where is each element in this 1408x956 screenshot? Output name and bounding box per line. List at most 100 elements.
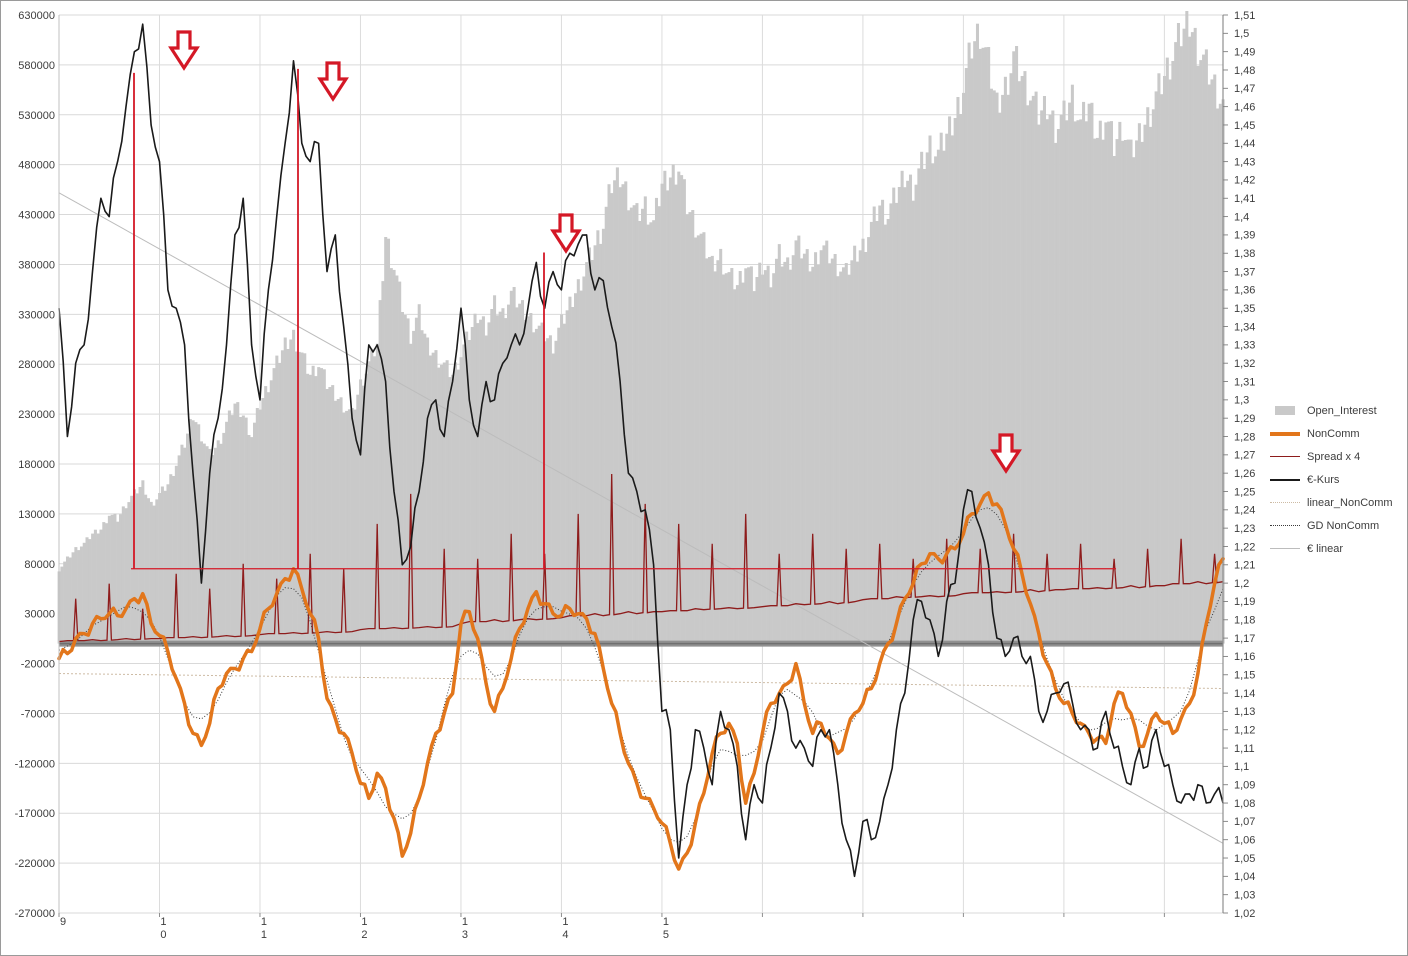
open-interest-bar [216, 440, 220, 644]
open-interest-bar [431, 352, 435, 644]
open-interest-bar [166, 484, 170, 644]
open-interest-bar [1151, 109, 1155, 644]
open-interest-bar [1109, 121, 1113, 644]
open-interest-bar [314, 376, 318, 644]
open-interest-bar [149, 501, 153, 644]
open-interest-bar [1001, 94, 1005, 644]
open-interest-bar [1054, 142, 1058, 644]
legend-label: Spread x 4 [1307, 450, 1361, 463]
open-interest-bar [359, 379, 363, 644]
open-interest-bar [889, 203, 893, 644]
open-interest-bar [1104, 122, 1108, 644]
open-interest-bar [554, 340, 558, 644]
open-interest-bar [808, 271, 812, 644]
open-interest-bar [386, 238, 391, 644]
open-interest-bar [1179, 46, 1183, 644]
right-axis-tick-label: 1,2 [1234, 578, 1249, 590]
open-interest-bar [498, 311, 502, 644]
open-interest-bar [585, 262, 589, 644]
open-interest-bar [660, 183, 664, 644]
open-interest-bar [867, 237, 871, 644]
open-interest-bar [501, 308, 505, 644]
open-interest-bar [878, 205, 882, 644]
right-axis-tick-label: 1,13 [1234, 706, 1255, 718]
open-interest-bar [1070, 84, 1074, 644]
right-axis-tick-label: 1,46 [1234, 101, 1255, 113]
open-interest-bar [763, 270, 767, 644]
open-interest-bar [1202, 54, 1206, 644]
open-interest-bar [99, 529, 103, 644]
open-interest-bar [710, 255, 714, 644]
open-interest-bar [85, 537, 89, 644]
open-interest-bar [68, 557, 72, 644]
legend-item: Open_Interest [1269, 399, 1393, 422]
open-interest-bar [696, 235, 700, 644]
left-axis-tick-label: 30000 [24, 609, 55, 621]
open-interest-bar [484, 335, 488, 644]
open-interest-bar [749, 266, 753, 644]
open-interest-bar [716, 260, 720, 644]
open-interest-bar [1210, 79, 1214, 644]
right-axis-tick-label: 1,34 [1234, 321, 1255, 333]
left-axis-tick-label: -120000 [15, 758, 55, 770]
open-interest-bar [791, 255, 795, 644]
open-interest-bar [244, 417, 248, 644]
open-interest-bar [931, 163, 935, 644]
open-interest-bar [674, 184, 678, 644]
open-interest-bar [102, 522, 106, 644]
open-interest-bar [278, 362, 282, 644]
open-interest-bar [744, 268, 748, 644]
open-interest-bar [445, 360, 449, 644]
open-interest-bar [822, 245, 826, 644]
open-interest-bar [241, 415, 245, 644]
open-interest-bar [208, 448, 212, 644]
open-interest-bar [992, 90, 996, 644]
open-interest-bar [342, 412, 346, 644]
open-interest-bar [60, 566, 64, 644]
open-interest-bar [1193, 27, 1197, 644]
open-interest-bar [381, 281, 385, 644]
open-interest-bar [766, 265, 770, 644]
open-interest-bar [124, 508, 128, 644]
open-interest-bar [476, 323, 480, 644]
right-axis-tick-label: 1,51 [1234, 10, 1255, 22]
right-axis-tick-label: 1,26 [1234, 468, 1255, 480]
open-interest-bar [345, 410, 349, 644]
open-interest-bar [467, 340, 471, 644]
right-axis-tick-label: 1,48 [1234, 65, 1255, 77]
open-interest-bar [350, 408, 354, 644]
open-interest-bar [900, 170, 904, 644]
open-interest-bar [300, 352, 304, 644]
open-interest-bar [610, 193, 614, 644]
open-interest-bar [1042, 96, 1046, 644]
open-interest-bar [311, 365, 315, 644]
open-interest-bar [152, 505, 156, 644]
open-interest-bar [373, 356, 377, 644]
right-axis-tick-label: 1,17 [1234, 633, 1255, 645]
open-interest-bar [1093, 138, 1097, 644]
open-interest-bar [283, 337, 287, 644]
open-interest-bar [331, 385, 335, 644]
open-interest-bar [601, 228, 605, 644]
open-interest-bar [1023, 71, 1027, 644]
open-interest-bar [1216, 108, 1220, 644]
open-interest-bar [680, 175, 684, 644]
open-interest-bar [1037, 124, 1041, 644]
open-interest-bar [928, 135, 932, 644]
open-interest-bar [755, 277, 759, 644]
open-interest-bar [654, 197, 658, 644]
open-interest-bar [512, 287, 516, 644]
right-axis-tick-label: 1,21 [1234, 560, 1255, 572]
left-axis-tick-label: -20000 [21, 659, 55, 671]
open-interest-bar [540, 322, 544, 644]
open-interest-bar [948, 116, 952, 644]
left-axis-tick-label: 580000 [18, 60, 55, 72]
open-interest-bar [520, 300, 525, 644]
open-interest-bar [1068, 102, 1072, 644]
open-interest-bar [188, 419, 192, 644]
right-axis-tick-label: 1,4 [1234, 211, 1249, 223]
open-interest-bar [328, 387, 332, 644]
open-interest-bar [507, 304, 511, 644]
open-interest-bar [93, 529, 97, 644]
open-interest-bar [194, 422, 198, 644]
